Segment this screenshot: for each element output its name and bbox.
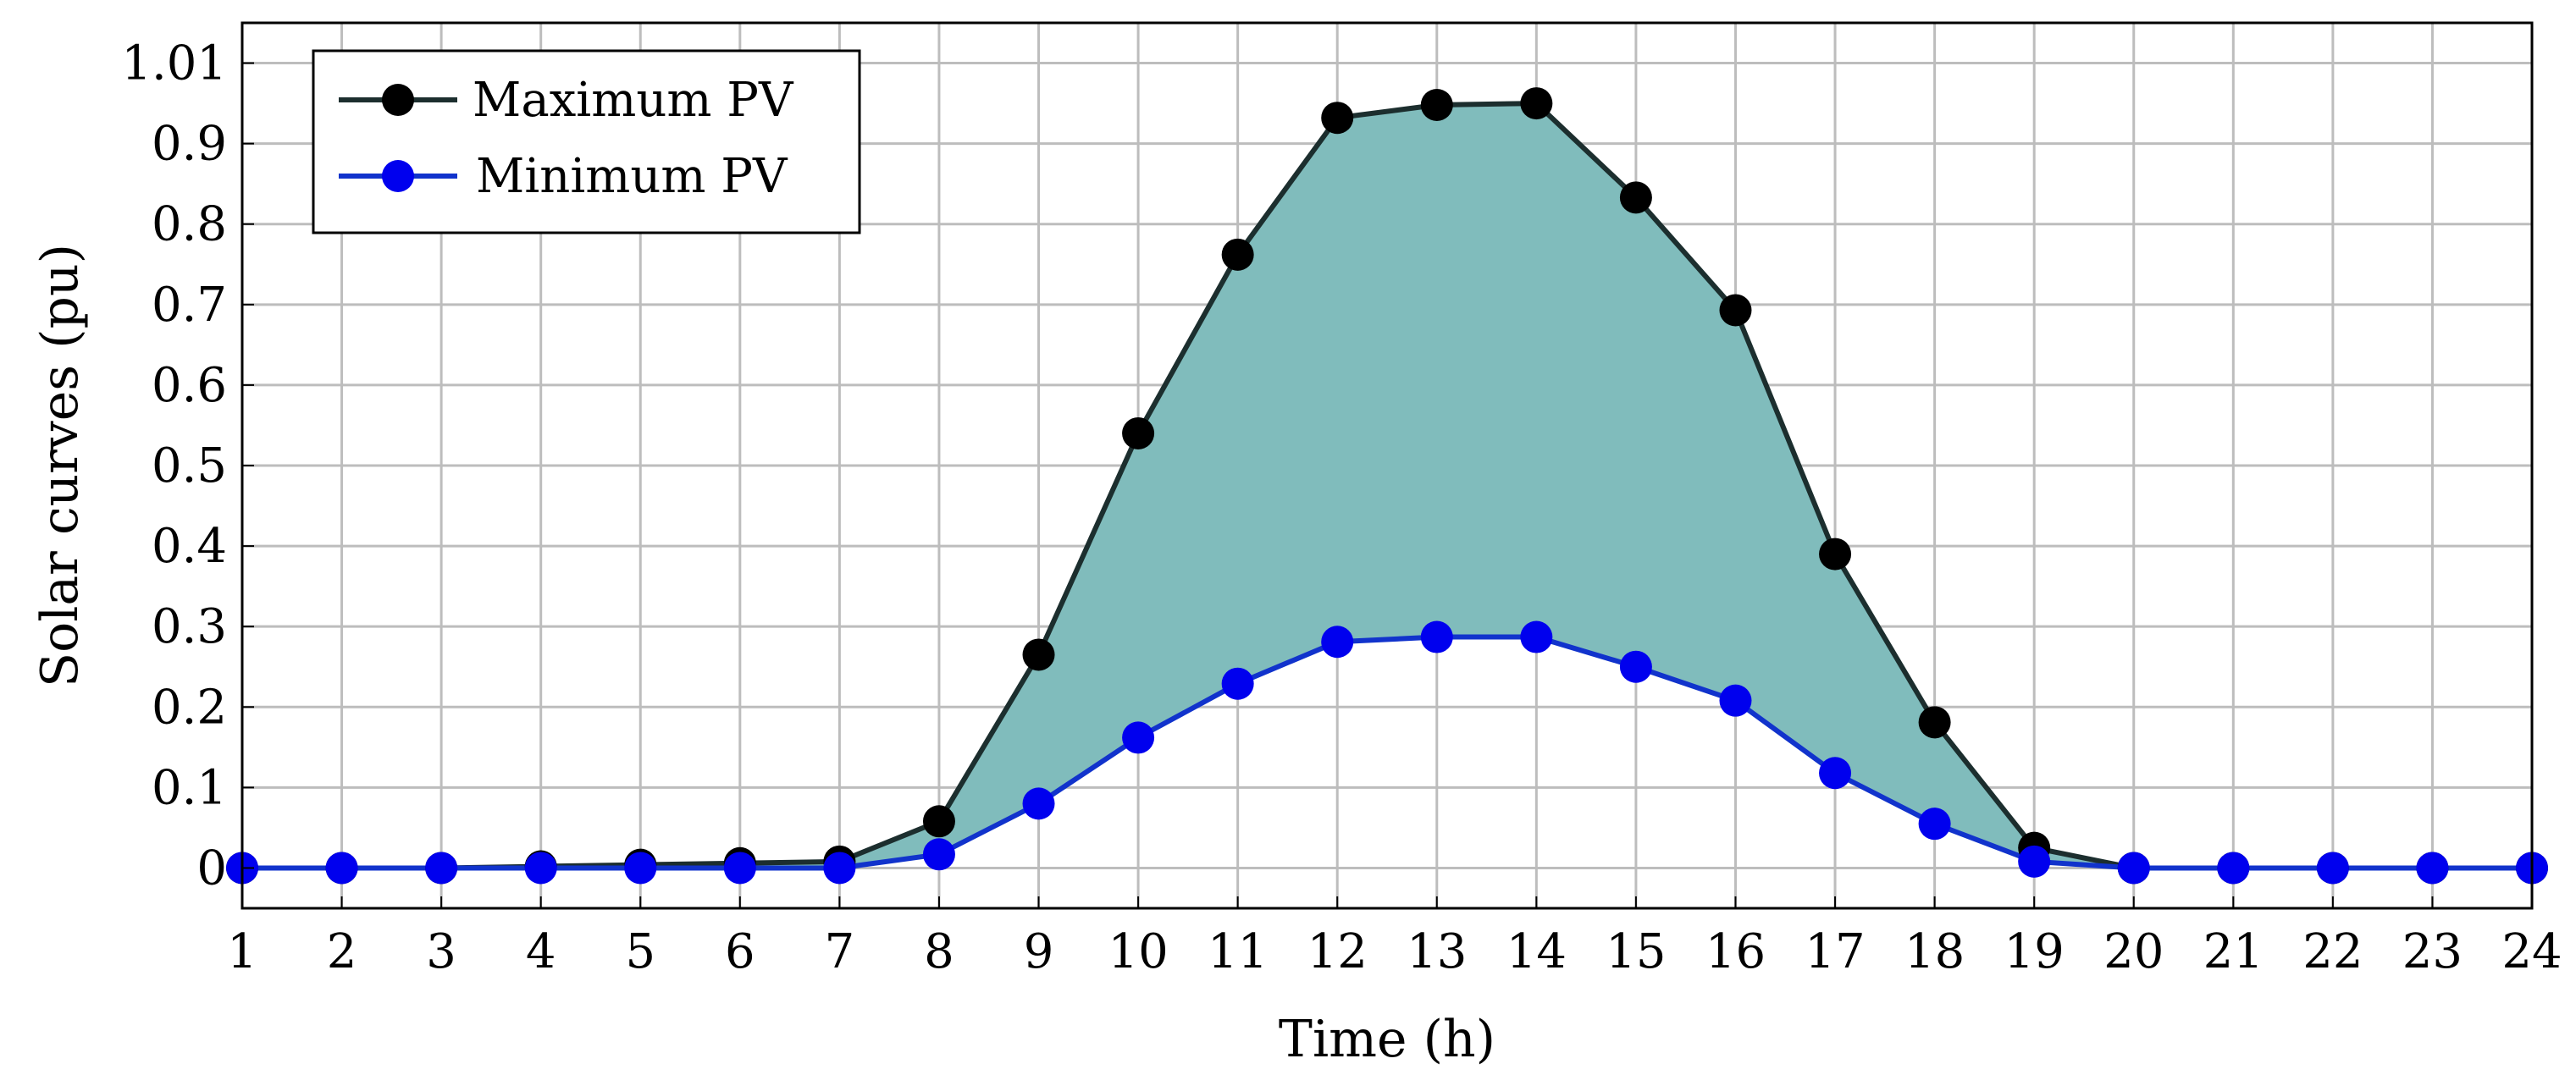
x-tick-label: 24 — [2501, 924, 2562, 979]
x-tick-label: 16 — [1705, 924, 1766, 979]
x-tick-label: 23 — [2402, 924, 2463, 979]
x-tick-label: 6 — [725, 924, 755, 979]
data-point-minimum-pv — [1520, 620, 1553, 653]
data-point-minimum-pv — [524, 852, 557, 885]
x-tick-label: 20 — [2103, 924, 2164, 979]
x-tick-label: 11 — [1208, 924, 1268, 979]
y-tick-label: 0.1 — [152, 760, 227, 815]
data-point-maximum-pv — [1520, 87, 1553, 120]
x-tick-label: 3 — [426, 924, 456, 979]
data-point-maximum-pv — [922, 805, 955, 838]
data-point-minimum-pv — [723, 852, 756, 885]
x-tick-label: 2 — [327, 924, 357, 979]
legend-marker-minimum-pv — [382, 160, 414, 192]
x-tick-label: 5 — [625, 924, 655, 979]
data-point-maximum-pv — [1022, 638, 1055, 671]
data-point-minimum-pv — [2217, 852, 2250, 885]
data-point-maximum-pv — [1321, 102, 1354, 135]
fill-between-area — [242, 103, 2532, 868]
data-point-minimum-pv — [624, 852, 657, 885]
data-point-maximum-pv — [1221, 238, 1254, 271]
data-point-maximum-pv — [1719, 294, 1752, 327]
x-axis-title: Time (h) — [1279, 1010, 1495, 1069]
data-point-minimum-pv — [2316, 852, 2349, 885]
x-tick-label: 22 — [2302, 924, 2363, 979]
data-point-minimum-pv — [425, 852, 458, 885]
x-tick-label: 18 — [1904, 924, 1965, 979]
data-point-minimum-pv — [1918, 808, 1951, 841]
legend-box — [312, 49, 861, 234]
x-tick-label: 21 — [2203, 924, 2264, 979]
x-tick-label: 8 — [924, 924, 954, 979]
data-point-minimum-pv — [2018, 845, 2051, 878]
x-tick-label: 1 — [227, 924, 257, 979]
data-point-minimum-pv — [1719, 684, 1752, 717]
x-tick-label: 4 — [526, 924, 556, 979]
y-tick-label: 0.7 — [152, 278, 227, 333]
data-point-minimum-pv — [1122, 721, 1155, 754]
data-point-minimum-pv — [2117, 852, 2150, 885]
series-line-minimum-pv — [242, 634, 2532, 871]
legend-label-minimum-pv: Minimum PV — [476, 149, 788, 204]
x-tick-label: 17 — [1805, 924, 1865, 979]
x-tick-label: 13 — [1407, 924, 1467, 979]
y-tick-label: 0.6 — [152, 358, 227, 413]
x-tick-label: 7 — [825, 924, 855, 979]
x-tick-label: 12 — [1307, 924, 1368, 979]
data-point-maximum-pv — [1819, 538, 1852, 571]
data-point-maximum-pv — [1918, 706, 1951, 739]
y-tick-label: 0.5 — [152, 438, 227, 493]
y-tick-label: 0.4 — [152, 519, 227, 574]
y-tick-label: 0.3 — [152, 599, 227, 654]
y-tick-label: 0.9 — [152, 117, 227, 172]
y-tick-label: 1.01 — [121, 36, 227, 91]
data-point-maximum-pv — [1420, 88, 1453, 121]
tick-layer: 1 2 3 4 5 6 7 8 9 10 11 12 13 14 15 16 17 18 19 20 21 22 23 240… — [121, 36, 2562, 979]
x-tick-label: 14 — [1506, 924, 1567, 979]
data-point-minimum-pv — [325, 852, 358, 885]
data-point-maximum-pv — [1619, 181, 1652, 214]
x-tick-label: 10 — [1108, 924, 1168, 979]
data-point-minimum-pv — [823, 852, 856, 885]
fill-layer — [242, 103, 2532, 868]
data-point-maximum-pv — [1122, 416, 1155, 449]
data-point-minimum-pv — [922, 838, 955, 871]
x-tick-label: 9 — [1024, 924, 1054, 979]
legend: Maximum PV Minimum PV — [312, 49, 861, 234]
y-tick-label: 0 — [196, 841, 227, 896]
data-point-minimum-pv — [1321, 626, 1354, 659]
data-point-minimum-pv — [1022, 787, 1055, 820]
x-tick-label: 19 — [2004, 924, 2065, 979]
series-layer — [226, 87, 2548, 885]
y-tick-label: 0.2 — [152, 680, 227, 735]
data-point-minimum-pv — [1819, 757, 1852, 790]
y-axis-title: Solar curves (pu) — [30, 244, 90, 687]
data-point-minimum-pv — [2416, 852, 2449, 885]
x-tick-label: 15 — [1606, 924, 1666, 979]
data-point-minimum-pv — [1221, 667, 1254, 700]
data-point-minimum-pv — [1420, 620, 1453, 653]
data-point-minimum-pv — [1619, 650, 1652, 683]
legend-marker-maximum-pv — [382, 84, 414, 116]
y-tick-label: 0.8 — [152, 197, 227, 252]
legend-label-maximum-pv: Maximum PV — [473, 73, 794, 128]
